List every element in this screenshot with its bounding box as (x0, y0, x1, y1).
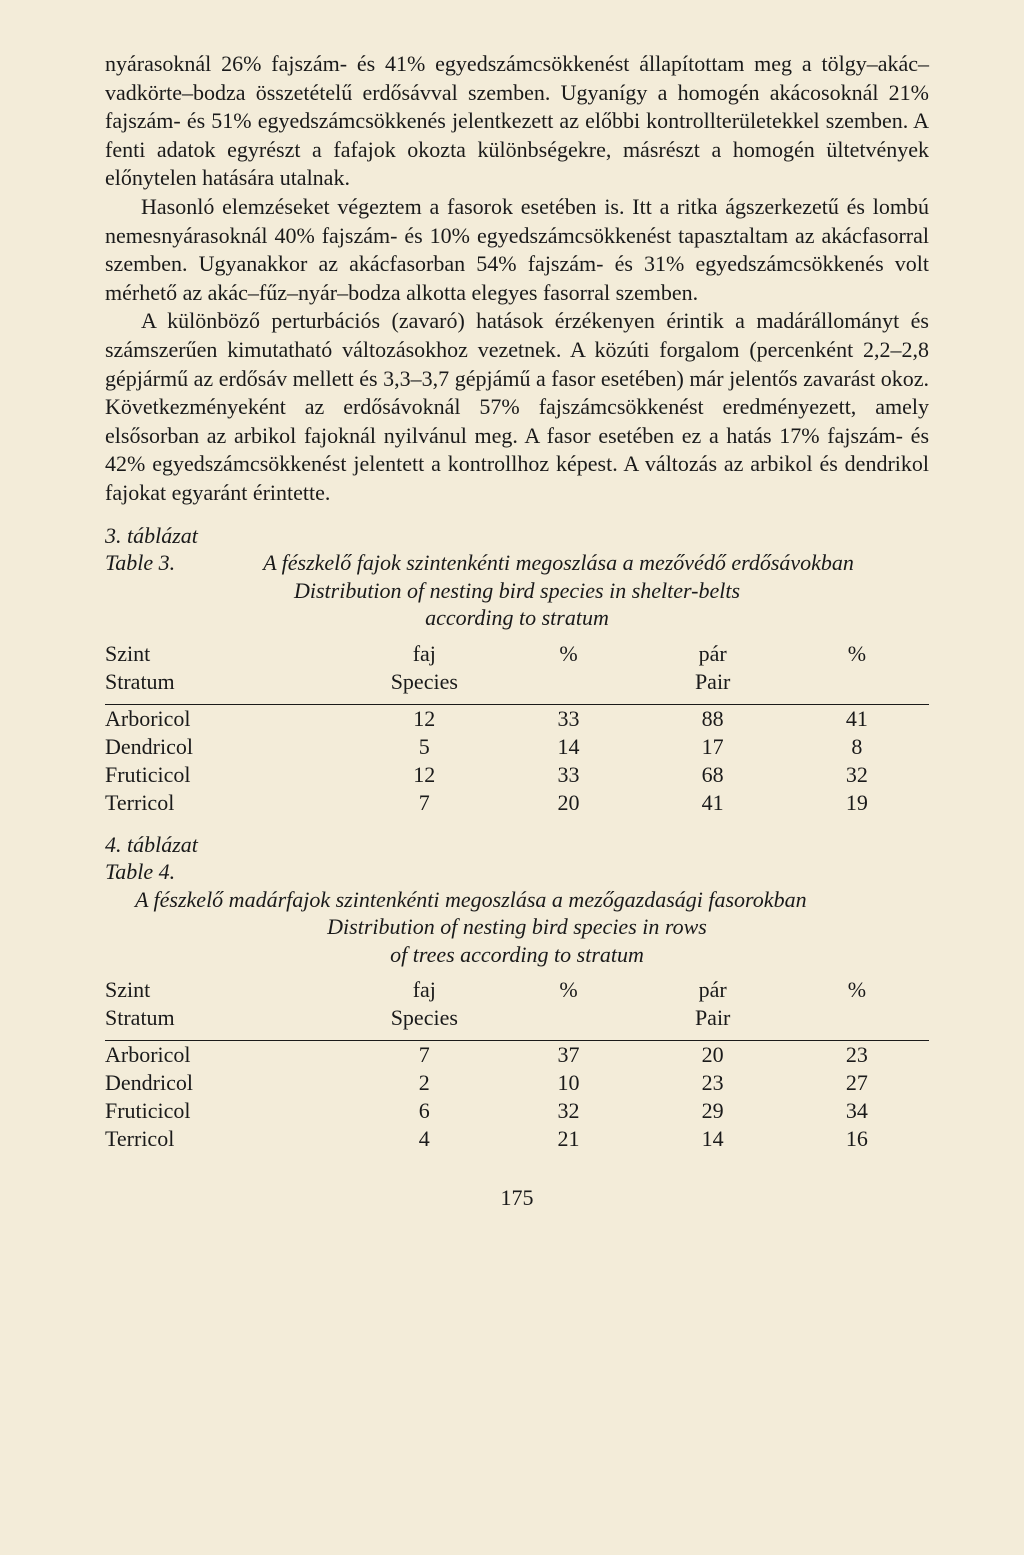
table3-label-hu: 3. táblázat (105, 522, 929, 550)
table3-cell-pct1: 14 (496, 733, 640, 761)
table3-cell-pair: 17 (641, 733, 785, 761)
table3-h-faj: faj (352, 640, 496, 668)
paragraph-1: nyárasoknál 26% fajszám- és 41% egyedszá… (105, 50, 929, 193)
table4-title-en1: Distribution of nesting bird species in … (105, 913, 929, 941)
table4-title-en2: of trees according to stratum (105, 941, 929, 969)
table3-cell-pair: 41 (641, 789, 785, 817)
table4-cell-pct2: 34 (785, 1097, 929, 1125)
table3-row: Terricol 7 20 41 19 (105, 789, 929, 817)
table4-row: Dendricol 2 10 23 27 (105, 1069, 929, 1097)
table3-h-szint: Szint (105, 640, 352, 668)
table3-cell-pair: 68 (641, 761, 785, 789)
table3-cell-pct2: 41 (785, 704, 929, 733)
table3-h-blank1 (496, 668, 640, 696)
table4-cell-sp: 2 (352, 1069, 496, 1097)
table4-cell-pct2: 16 (785, 1125, 929, 1153)
table4-row: Terricol 4 21 14 16 (105, 1125, 929, 1153)
table4-title-hu: A fészkelő madárfajok szintenkénti megos… (105, 886, 929, 914)
table3-cell-sp: 7 (352, 789, 496, 817)
paragraph-2: Hasonló elemzéseket végeztem a fasorok e… (105, 193, 929, 307)
table3-title-hu: A fészkelő fajok szintenkénti megoszlása… (183, 549, 929, 577)
table3-cell-sp: 12 (352, 704, 496, 733)
table3-h-pct1: % (496, 640, 640, 668)
table3-cell-pair: 88 (641, 704, 785, 733)
table3-h-species: Species (352, 668, 496, 696)
table4-cell-pair: 29 (641, 1097, 785, 1125)
table3-cell-pct1: 20 (496, 789, 640, 817)
table4-cell-pct2: 27 (785, 1069, 929, 1097)
table4-cell-pct1: 10 (496, 1069, 640, 1097)
table4-h-pct2: % (785, 976, 929, 1004)
table3-row: Fruticicol 12 33 68 32 (105, 761, 929, 789)
table4: Szint faj % pár % Stratum Species Pair A… (105, 976, 929, 1153)
table4-cell-sp: 6 (352, 1097, 496, 1125)
table4-label-en: Table 4. (105, 858, 929, 886)
table4-cell-pct2: 23 (785, 1041, 929, 1070)
table3-cell-pct2: 32 (785, 761, 929, 789)
table3-h-pair: Pair (641, 668, 785, 696)
table3-label-en: Table 3. (105, 549, 183, 577)
table4-h-par: pár (641, 976, 785, 1004)
table3-h-par: pár (641, 640, 785, 668)
page: nyárasoknál 26% fajszám- és 41% egyedszá… (0, 0, 1024, 1555)
table4-cell-stratum: Dendricol (105, 1069, 352, 1097)
table3-h-pct2: % (785, 640, 929, 668)
table3-h-stratum: Stratum (105, 668, 352, 696)
table3-row: Dendricol 5 14 17 8 (105, 733, 929, 761)
table3-cell-pct1: 33 (496, 704, 640, 733)
table4-h-faj: faj (352, 976, 496, 1004)
table3-cell-pct2: 19 (785, 789, 929, 817)
table3-h-blank2 (785, 668, 929, 696)
table4-h-species: Species (352, 1004, 496, 1032)
table4-cell-pct1: 32 (496, 1097, 640, 1125)
table3-title-en1: Distribution of nesting bird species in … (105, 577, 929, 605)
table3-cell-stratum: Dendricol (105, 733, 352, 761)
table4-h-blank1 (496, 1004, 640, 1032)
page-number: 175 (105, 1185, 929, 1211)
table4-h-pct1: % (496, 976, 640, 1004)
table3-cell-stratum: Fruticicol (105, 761, 352, 789)
table4-cell-stratum: Terricol (105, 1125, 352, 1153)
table4-cell-pct1: 37 (496, 1041, 640, 1070)
table3-row: Arboricol 12 33 88 41 (105, 704, 929, 733)
paragraph-3: A különböző perturbációs (zavaró) hatáso… (105, 307, 929, 507)
table3-cell-stratum: Terricol (105, 789, 352, 817)
table4-label-hu: 4. táblázat (105, 831, 929, 859)
table3-cell-stratum: Arboricol (105, 704, 352, 733)
table4-cell-stratum: Arboricol (105, 1041, 352, 1070)
table3-cell-pct1: 33 (496, 761, 640, 789)
table4-h-stratum: Stratum (105, 1004, 352, 1032)
table4-cell-sp: 7 (352, 1041, 496, 1070)
table4-h-blank2 (785, 1004, 929, 1032)
table3-cell-pct2: 8 (785, 733, 929, 761)
table4-h-szint: Szint (105, 976, 352, 1004)
table4-row: Arboricol 7 37 20 23 (105, 1041, 929, 1070)
table4-h-pair: Pair (641, 1004, 785, 1032)
table4-cell-pair: 14 (641, 1125, 785, 1153)
table4-row: Fruticicol 6 32 29 34 (105, 1097, 929, 1125)
table3-title-en2: according to stratum (105, 604, 929, 632)
table3-cell-sp: 12 (352, 761, 496, 789)
table4-cell-sp: 4 (352, 1125, 496, 1153)
table4-cell-pct1: 21 (496, 1125, 640, 1153)
table4-cell-pair: 20 (641, 1041, 785, 1070)
table4-cell-pair: 23 (641, 1069, 785, 1097)
table3: Szint faj % pár % Stratum Species Pair A… (105, 640, 929, 817)
table3-cell-sp: 5 (352, 733, 496, 761)
table4-cell-stratum: Fruticicol (105, 1097, 352, 1125)
